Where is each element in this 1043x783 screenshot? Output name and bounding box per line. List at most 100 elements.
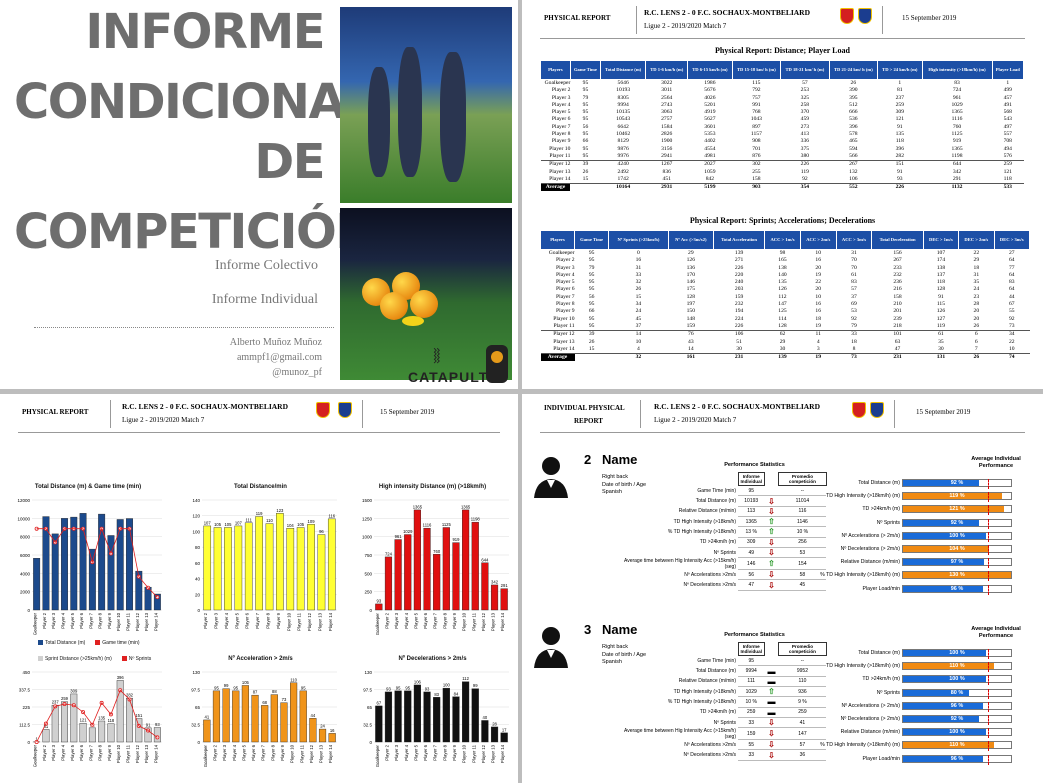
bar [33,558,41,611]
chart-title: High intensity Distance (m) (>18km/h) [378,484,487,490]
title-line-3: COMPETICIÓN [14,204,375,260]
table-cell: 210 [893,301,902,308]
tick-label: 80 [195,545,201,550]
performance-value: 104 % [949,546,965,552]
bar [327,518,336,611]
performance-row: Nº Decelerations (> 2m/s) 92 % [800,714,1040,725]
table-cell: 10 [815,293,822,300]
col-header: ACC > 2m/s [799,230,837,250]
data-label: 83 [434,692,439,697]
data-label: 28 [492,721,497,726]
table-cell: 1 [1006,80,1010,86]
catapult-brand: CATAPULT [408,369,489,385]
stat-row: TD High Intensity (>18km/h) 1029 ⇧ 936 [620,686,827,698]
table-cell: 45 [635,315,642,322]
table-row: Player 5 95 10135 3063 4919 768 370 666 309 1365 5… [541,109,1024,116]
table-cell: 701 [752,145,761,152]
bar [471,521,479,611]
bar [222,688,230,743]
table-cell: 499 [1003,87,1012,94]
table-cell: 77 [1008,264,1015,271]
data-label: 44 [311,713,316,718]
table-cell: 413 [800,131,810,138]
category-label: Player 13 [317,612,322,631]
table-cell: 792 [752,87,761,94]
category-label: Player 6 [423,744,428,760]
table-cell: 2941 [661,152,673,159]
table-cell: 9994 [617,101,629,108]
bar [244,522,253,611]
category-label: Player 2 [203,612,208,628]
performance-value: 100 % [949,729,965,736]
table-cell: 5353 [704,131,716,138]
table-cell: 336 [800,138,810,145]
category-label: Player 13 [491,612,496,631]
performance-bar: 96 % [902,584,1012,595]
bar [317,534,326,611]
table-cell: 101 [871,330,924,339]
table-cell: 201 [893,308,902,315]
table-cell: 16 [815,301,822,308]
table-cell: 39 [570,160,601,169]
player-info: Right back Date of birth / Age Spanish [602,474,647,495]
table-cell: Goalkeeper [544,80,571,86]
bar [328,733,336,743]
table-cell: 30 [736,345,742,352]
col-header: ACC > 3m/s [835,230,873,250]
data-label: 116 [328,513,335,518]
aip-title: Average Individual Performance [971,456,1021,469]
legend-label: Total Distance (m) [45,640,86,646]
table-cell: Player 12 [540,160,571,169]
tick-label: 32.5 [191,723,200,728]
stat-average: 45 [778,579,827,591]
table-cell: 95 [582,152,589,159]
col-header: Nº Acc (>3m/s2) [667,230,715,250]
performance-row: Player Load/min 96 % [800,584,1040,595]
table-cell: 1900 [661,138,673,145]
table-cell: 557 [1003,131,1012,138]
tick-label: 65 [195,705,201,710]
chart-title: Nº Acceleration > 2m/s [228,656,293,662]
bar [42,516,50,611]
average-marker [988,688,989,699]
stat-row: % TD High Intensity (>18km/h) 10 % ▬ 9 % [620,696,827,708]
category-label: Player 2 [42,612,47,628]
table-cell: 267 [829,160,878,169]
table-cell: 240 [734,279,744,286]
table-cell: 566 [849,152,858,159]
table-cell: 126 [686,257,695,264]
stat-row: Game Time (min) 95 -- [620,485,827,497]
physical-report-charts: PHYSICAL REPORT R.C. LENS 2 - 0 F.C. SOC… [0,394,518,783]
table-cell: 27 [1008,250,1015,256]
table-cell: 14 [608,330,669,339]
table-cell: 29 [688,250,694,256]
performance-label: % TD High Intensity (>18km/h) (m) [820,742,900,749]
category-label: Player 11 [299,744,304,762]
bar [135,718,143,743]
table-cell: 216 [893,286,902,293]
table-cell: 451 [662,175,671,182]
table-cell: Player 3 [556,264,575,271]
table-row: Player 14 15 4 14 30 30 3 8 47 30 7 10 [541,346,1030,354]
table-cell: 1742 [617,175,629,182]
category-label: Player 9 [107,744,112,760]
category-label: Player 2 [42,744,47,760]
category-label: Player 11 [471,612,476,630]
stat-value: 146 [738,557,765,571]
tick-label: 0 [369,608,372,613]
col-header: Total Acceleration [713,230,766,250]
data-label: 67 [376,700,381,705]
player-name: Name [602,452,638,467]
bar [471,688,479,743]
stat-label: Nº Decelerations >2m/s [683,752,736,759]
category-label: Player 5 [413,744,418,760]
category-label: Player 4 [404,612,409,628]
stat-label: Average time between Hig Intensity Acc (… [623,557,736,570]
average-cell: 533 [992,183,1024,192]
table-cell: 267 [893,257,902,264]
table-cell: 31 [851,250,857,256]
bar [70,516,78,611]
average-marker [988,571,989,582]
bar [212,690,221,743]
average-cell: Average [540,353,575,362]
